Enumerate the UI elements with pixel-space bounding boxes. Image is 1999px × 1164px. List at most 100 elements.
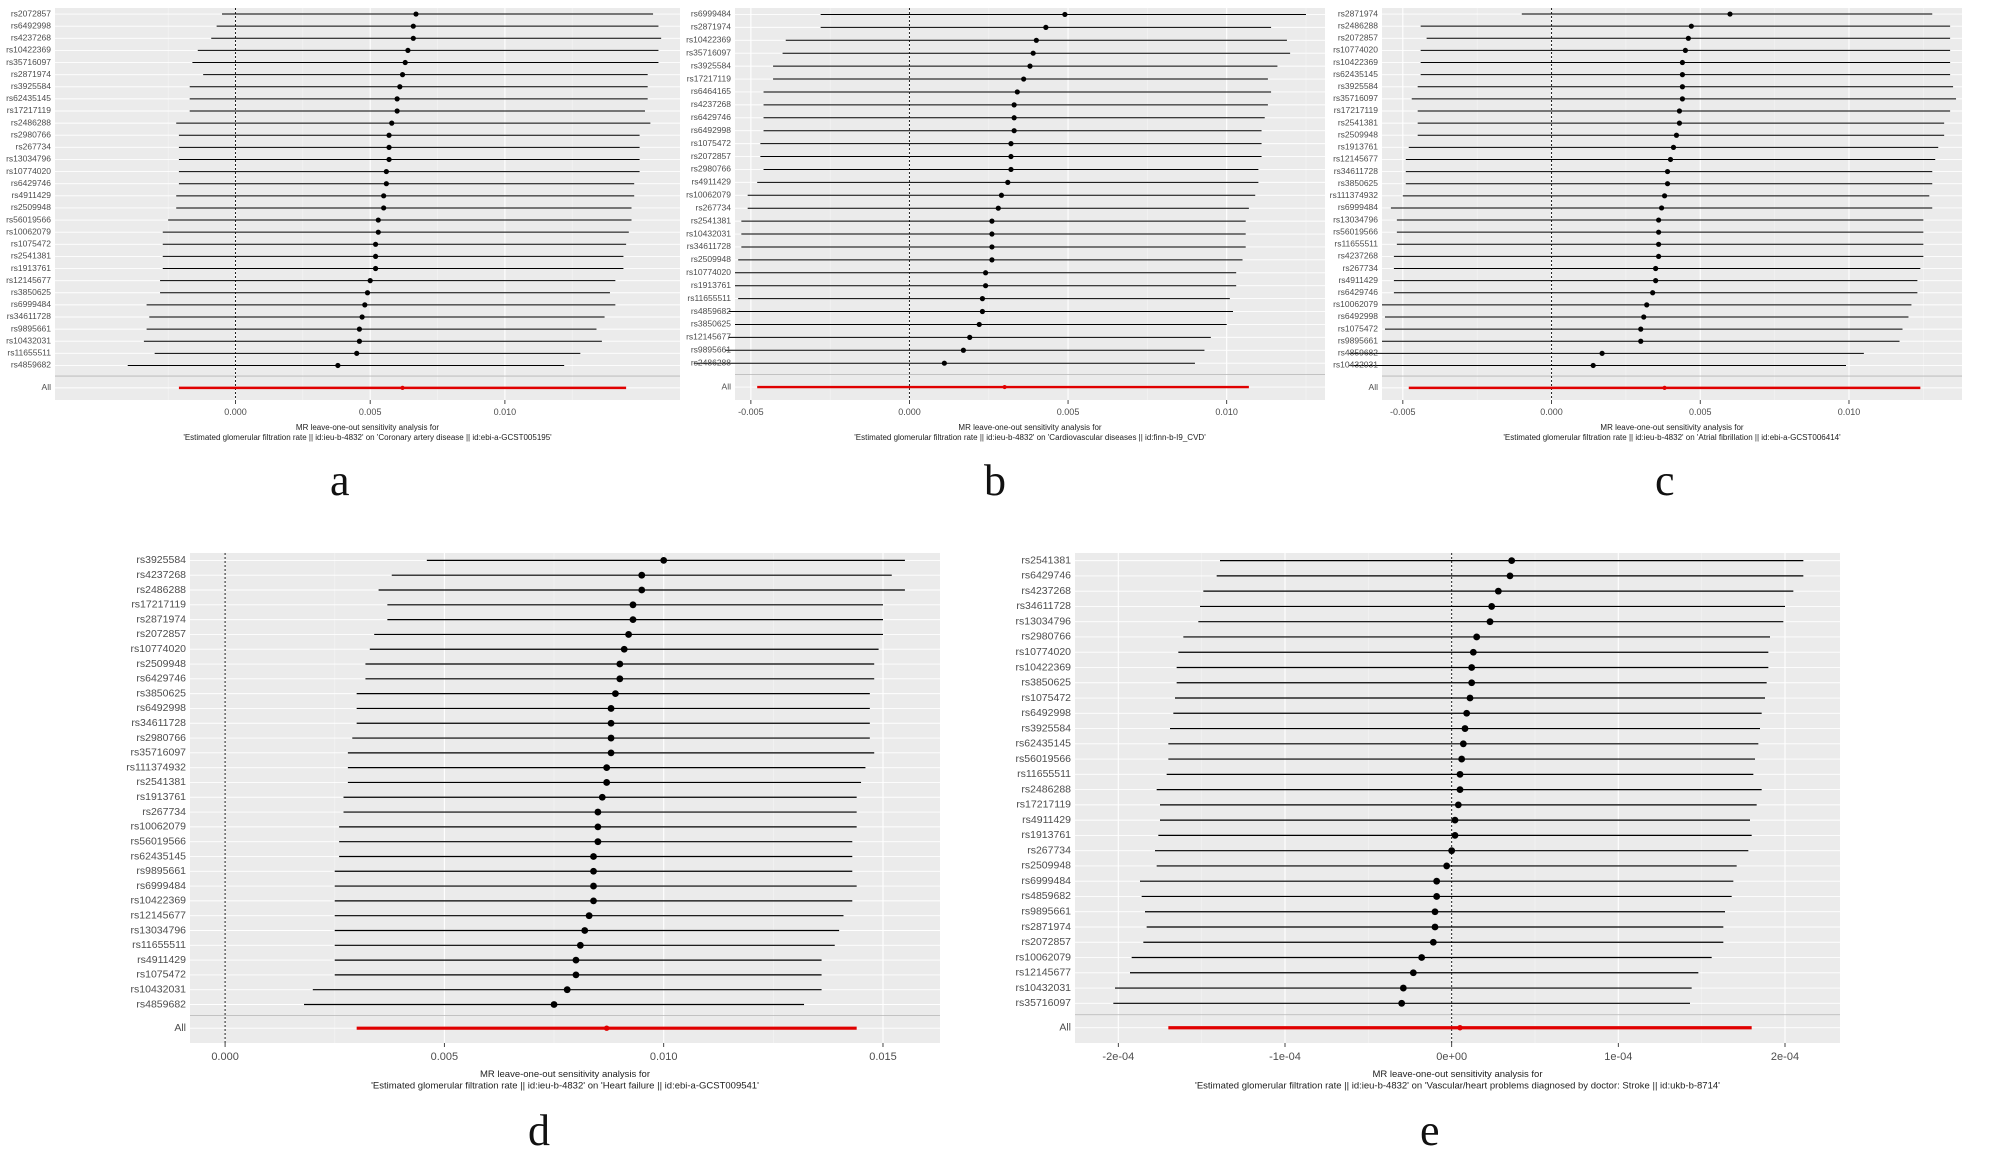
estimate-point: [1679, 72, 1686, 78]
estimate-point: [941, 360, 947, 366]
estimate-point: [362, 302, 368, 308]
row-label: rs4859682: [136, 998, 186, 1010]
estimate-point: [1062, 11, 1068, 18]
x-axis-title-line2: 'Estimated glomerular filtration rate ||…: [854, 433, 1206, 442]
row-label: rs2509948: [136, 658, 186, 670]
estimate-point: [359, 314, 365, 320]
row-label: rs3850625: [11, 287, 51, 297]
estimate-point: [372, 253, 379, 260]
row-label: rs4237268: [136, 569, 186, 581]
x-tick-label: 2e-04: [1771, 1051, 1799, 1063]
row-label: rs2486288: [1021, 783, 1071, 795]
row-label: rs10062079: [131, 821, 187, 833]
overall-point: [1457, 1025, 1463, 1031]
estimate-point: [979, 308, 986, 315]
estimate-point: [335, 362, 341, 369]
estimate-point: [1399, 984, 1407, 992]
row-label: rs2486288: [136, 584, 186, 596]
forest-panel-a: rs2072857 rs6492998 rs4237268 rs10422369 rs3…: [6, 8, 680, 442]
estimate-point: [1494, 587, 1502, 595]
estimate-point: [1638, 338, 1644, 344]
x-axis-title-line2: 'Estimated glomerular filtration rate ||…: [371, 1081, 759, 1092]
estimate-point: [982, 270, 989, 276]
estimate-point: [989, 257, 995, 263]
row-label: rs13034796: [1016, 615, 1072, 627]
row-label: rs6492998: [1021, 707, 1071, 719]
estimate-point: [405, 47, 411, 54]
estimate-point: [1664, 168, 1671, 175]
estimate-point: [1433, 877, 1441, 885]
estimate-point: [1468, 679, 1476, 687]
row-label: rs13034796: [131, 924, 187, 936]
row-label: All: [1369, 382, 1379, 392]
row-label: rs2871974: [1021, 921, 1071, 933]
row-label: rs2980766: [691, 164, 731, 174]
estimate-point: [1468, 664, 1476, 671]
row-label: rs4859682: [1338, 348, 1378, 358]
x-axis-title-line1: MR leave-one-out sensitivity analysis fo…: [958, 423, 1102, 432]
panel-letter-d: d: [528, 1106, 550, 1155]
estimate-point: [1458, 755, 1466, 763]
estimate-point: [607, 734, 615, 742]
row-label: rs6492998: [1338, 311, 1378, 321]
row-label: rs12145677: [6, 275, 51, 285]
estimate-point: [1451, 831, 1459, 839]
estimate-point: [607, 705, 615, 712]
row-label: rs6429746: [1338, 287, 1378, 297]
estimate-point: [1014, 89, 1020, 95]
estimate-point: [576, 941, 584, 949]
row-label: rs10774020: [6, 166, 51, 176]
estimate-point: [1599, 350, 1605, 356]
estimate-point: [1398, 999, 1406, 1007]
x-tick-label: -0.005: [738, 407, 764, 417]
row-label: rs1075472: [136, 969, 186, 981]
row-label: All: [174, 1022, 186, 1034]
forest-panel-c: rs2871974 rs2486288 rs2072857 rs10774020 rs1…: [1330, 8, 1962, 442]
estimate-point: [612, 690, 619, 698]
estimate-point: [620, 645, 628, 653]
estimate-point: [1673, 132, 1680, 138]
estimate-point: [979, 296, 986, 302]
row-label: rs10432031: [6, 335, 51, 345]
row-label: rs6999484: [1021, 875, 1071, 887]
estimate-point: [381, 205, 387, 211]
row-label: rs17217119: [131, 599, 186, 611]
estimate-point: [1506, 572, 1514, 580]
row-label: rs1913761: [1021, 829, 1071, 841]
row-label: rs2541381: [691, 215, 731, 225]
estimate-point: [397, 84, 403, 90]
row-label: rs267734: [142, 806, 186, 818]
row-label: rs2541381: [136, 776, 186, 788]
row-label: rs4911429: [1022, 814, 1071, 826]
row-label: rs2509948: [691, 254, 731, 264]
row-label: rs3850625: [1338, 178, 1378, 188]
row-label: rs6492998: [136, 702, 186, 714]
estimate-point: [1667, 156, 1674, 163]
row-label: rs35716097: [1016, 997, 1072, 1009]
estimate-point: [607, 719, 615, 727]
estimate-point: [1653, 265, 1659, 272]
row-label: rs1075472: [1021, 692, 1071, 704]
estimate-point: [1664, 181, 1671, 187]
estimate-point: [1656, 241, 1662, 247]
x-tick-label: 0e+00: [1436, 1051, 1467, 1063]
row-label: rs34611728: [131, 717, 186, 729]
estimate-point: [1463, 709, 1471, 717]
row-label: rs6999484: [11, 299, 51, 309]
row-label: rs12145677: [1333, 154, 1378, 164]
row-label: rs17217119: [7, 105, 52, 115]
row-label: rs2072857: [1021, 936, 1071, 948]
estimate-point: [1727, 11, 1733, 17]
row-label: rs2486288: [691, 357, 731, 367]
estimate-point: [1658, 205, 1665, 211]
estimate-point: [372, 241, 379, 247]
row-label: rs2871974: [136, 613, 186, 625]
estimate-point: [399, 72, 406, 78]
row-label: rs4859682: [1021, 890, 1071, 902]
row-label: rs2509948: [1338, 129, 1378, 139]
row-label: rs2980766: [136, 732, 186, 744]
estimate-point: [1650, 290, 1656, 296]
estimate-point: [1656, 253, 1662, 260]
row-label: rs3925584: [691, 60, 731, 70]
row-label: rs6999484: [691, 9, 731, 19]
